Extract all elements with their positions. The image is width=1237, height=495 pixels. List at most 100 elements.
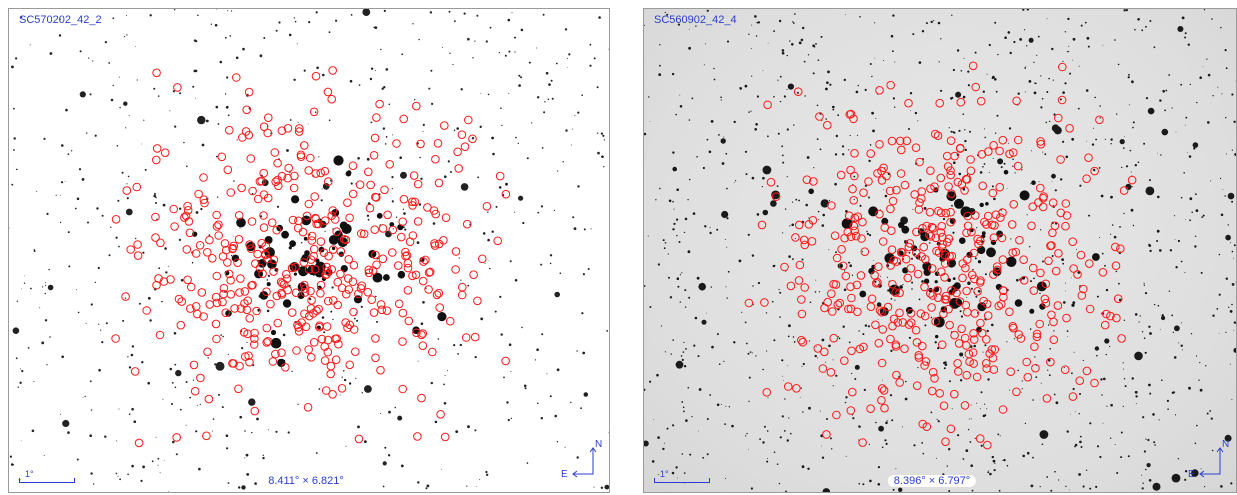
star xyxy=(131,407,134,411)
star xyxy=(545,71,549,75)
catalog-marker xyxy=(1061,199,1071,208)
star xyxy=(913,444,916,447)
star xyxy=(15,57,18,60)
star xyxy=(514,211,516,213)
catalog-marker xyxy=(461,333,471,342)
cluster-star xyxy=(954,198,964,209)
star xyxy=(1148,179,1151,182)
star xyxy=(759,438,761,440)
star xyxy=(1172,391,1176,394)
star xyxy=(989,472,992,476)
star xyxy=(852,183,854,186)
star xyxy=(44,319,48,322)
star xyxy=(1122,362,1124,364)
catalog-marker xyxy=(1076,250,1086,260)
star xyxy=(1054,470,1056,473)
catalog-marker xyxy=(212,210,221,220)
catalog-marker xyxy=(295,124,304,133)
star xyxy=(1152,482,1161,491)
catalog-marker xyxy=(217,152,227,162)
star xyxy=(85,322,87,324)
star xyxy=(1153,441,1156,444)
star xyxy=(1184,272,1186,273)
star xyxy=(27,347,30,349)
star xyxy=(41,341,45,345)
star xyxy=(914,111,918,115)
star xyxy=(391,200,394,203)
star xyxy=(818,291,821,293)
star xyxy=(518,195,524,201)
star xyxy=(749,351,752,353)
star xyxy=(874,22,876,24)
star xyxy=(288,33,292,37)
star xyxy=(1202,66,1204,68)
star xyxy=(684,306,687,308)
star xyxy=(1225,234,1231,241)
star xyxy=(1065,282,1066,284)
compass-icon: N E xyxy=(553,438,603,482)
star xyxy=(267,429,269,431)
star xyxy=(36,190,38,192)
star xyxy=(1154,444,1156,446)
star xyxy=(1125,9,1128,12)
catalog-marker xyxy=(277,171,287,181)
star xyxy=(296,43,298,45)
catalog-marker xyxy=(287,263,297,273)
star xyxy=(706,138,709,141)
star xyxy=(1121,166,1123,169)
star xyxy=(1224,49,1227,52)
star xyxy=(219,60,223,64)
cluster-star xyxy=(946,191,957,202)
star xyxy=(174,363,177,366)
sky-image-left[interactable]: SC570202_42_2 1° 8.411° × 6.821° N E xyxy=(8,8,610,493)
catalog-marker xyxy=(963,307,972,317)
catalog-marker xyxy=(1019,255,1028,264)
catalog-marker xyxy=(322,270,332,279)
star xyxy=(308,297,312,301)
star xyxy=(606,330,609,332)
star xyxy=(1013,40,1016,44)
star xyxy=(777,132,780,135)
star xyxy=(677,285,680,288)
star xyxy=(1066,51,1068,53)
star xyxy=(1129,149,1132,152)
star xyxy=(988,172,990,173)
catalog-marker xyxy=(940,259,950,268)
star xyxy=(706,453,709,456)
star xyxy=(688,119,691,121)
star xyxy=(794,237,796,239)
image-title: SC560902_42_4 xyxy=(654,14,737,26)
star xyxy=(158,267,161,270)
star xyxy=(509,260,512,263)
star xyxy=(892,488,895,491)
star xyxy=(61,181,64,184)
sky-image-right[interactable]: SC560902_42_4 1° 8.396° × 6.797° N E xyxy=(643,8,1237,493)
catalog-marker xyxy=(840,356,849,366)
star xyxy=(825,87,828,91)
catalog-marker xyxy=(249,340,259,349)
star xyxy=(781,359,784,362)
star xyxy=(543,111,546,114)
star xyxy=(448,10,451,13)
star xyxy=(921,30,925,33)
star xyxy=(1092,168,1096,172)
star xyxy=(991,185,994,188)
star xyxy=(1148,325,1151,328)
star xyxy=(951,204,953,207)
star xyxy=(373,26,375,28)
star xyxy=(756,21,759,24)
star xyxy=(49,52,53,55)
star xyxy=(174,386,177,389)
star xyxy=(149,319,152,322)
star xyxy=(651,460,655,463)
star xyxy=(1134,164,1137,167)
star xyxy=(189,396,192,399)
star xyxy=(143,119,145,121)
star xyxy=(1231,303,1233,306)
catalog-marker xyxy=(913,269,923,279)
catalog-marker xyxy=(898,318,908,327)
star xyxy=(1127,455,1130,458)
star xyxy=(45,284,47,286)
star xyxy=(1114,444,1116,446)
catalog-marker xyxy=(1057,95,1067,105)
